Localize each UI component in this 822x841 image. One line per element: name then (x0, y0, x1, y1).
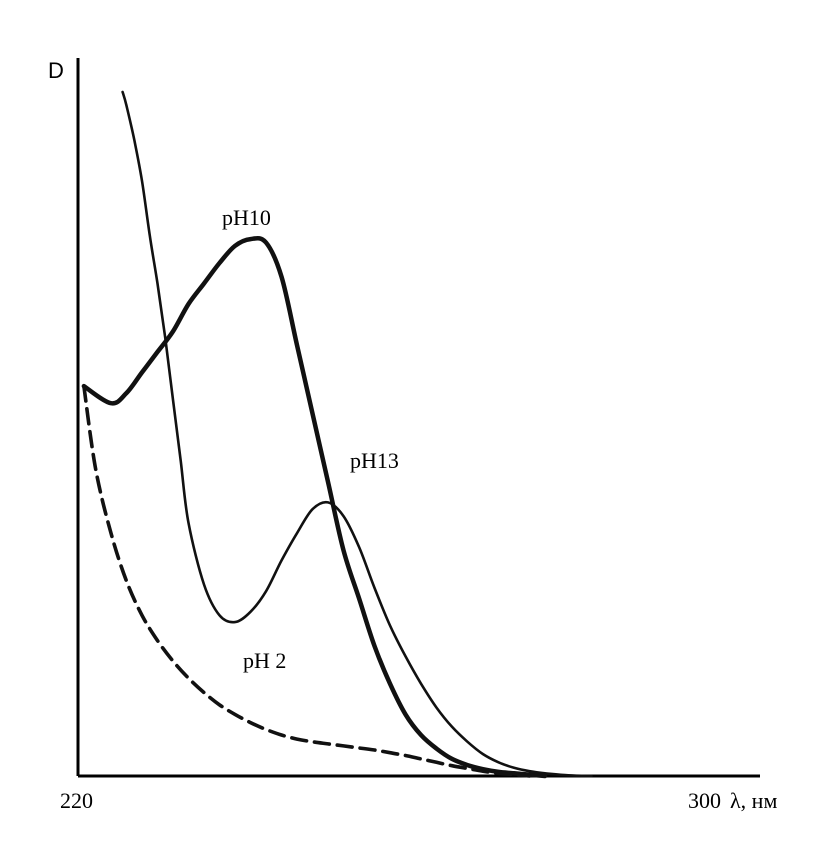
series-layer (81, 90, 593, 779)
series-line-ph10 (81, 235, 548, 779)
series-line-ph13 (121, 90, 593, 778)
series-label-ph10: pH10 (222, 205, 271, 230)
x-tick-end: 300 (688, 788, 721, 813)
series-line-ph2 (82, 384, 532, 778)
x-axis-label: λ, нм (730, 788, 777, 813)
x-tick-start: 220 (60, 788, 93, 813)
series-label-ph13: pH13 (350, 448, 399, 473)
y-axis-label: D (48, 58, 64, 83)
series-label-ph2: pH 2 (243, 648, 286, 673)
